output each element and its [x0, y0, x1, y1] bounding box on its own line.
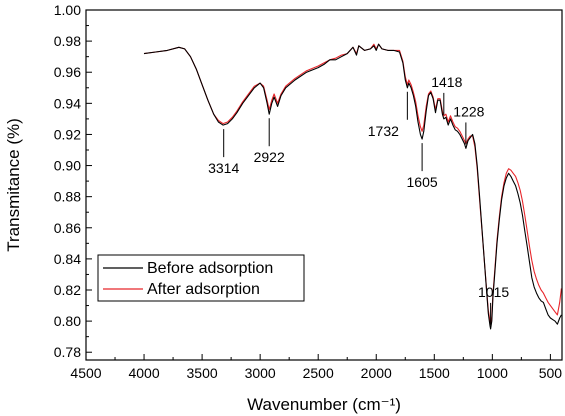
x-tick-label: 500	[539, 365, 563, 381]
y-tick-label: 0.90	[54, 158, 81, 174]
x-tick-label: 2500	[303, 365, 334, 381]
y-tick-label: 0.78	[54, 344, 81, 360]
x-tick-label: 1000	[477, 365, 508, 381]
x-tick-label: 3000	[245, 365, 276, 381]
plot-frame	[85, 9, 563, 361]
y-tick-label: 0.86	[54, 220, 81, 236]
x-axis-label: Wavenumber (cm⁻¹)	[247, 395, 401, 414]
series-layer	[143, 43, 562, 330]
series-line-before-adsorption	[143, 43, 562, 330]
y-tick-label: 0.84	[54, 251, 81, 267]
y-tick-label: 0.96	[54, 64, 81, 80]
x-tick-label: 2000	[361, 365, 392, 381]
y-tick-label: 0.82	[54, 282, 81, 298]
series-line-after-adsorption	[143, 43, 562, 325]
y-tick-label: 0.80	[54, 313, 81, 329]
peak-label-1015: 1015	[478, 284, 509, 300]
legend-label: Before adsorption	[147, 260, 273, 277]
y-tick-label: 0.98	[54, 33, 81, 49]
legend: Before adsorption After adsorption	[97, 254, 305, 302]
annotation-layer: 3314 2922 1732 1605 1418 1228 1015	[208, 74, 509, 325]
y-tick-label: 1.00	[54, 2, 81, 18]
axis-layer: 4500 4000 3500 3000 2500 2000 1500 1000 500 0.78 0…	[54, 2, 563, 381]
x-tick-label: 3500	[187, 365, 218, 381]
x-tick-label: 1500	[419, 365, 450, 381]
peak-label-1228: 1228	[453, 103, 484, 119]
peak-label-1418: 1418	[431, 74, 462, 90]
legend-box	[97, 254, 305, 302]
peak-label-1732: 1732	[368, 123, 399, 139]
peak-label-3314: 3314	[208, 160, 239, 176]
y-tick-label: 0.92	[54, 126, 81, 142]
y-tick-label: 0.94	[54, 95, 81, 111]
peak-label-1605: 1605	[407, 174, 438, 190]
legend-label: After adsorption	[147, 281, 260, 298]
y-tick-label: 0.88	[54, 189, 81, 205]
peak-label-2922: 2922	[254, 149, 285, 165]
y-axis-label: Transmitance (%)	[4, 118, 23, 252]
x-tick-label: 4500	[70, 365, 101, 381]
x-tick-label: 4000	[128, 365, 159, 381]
